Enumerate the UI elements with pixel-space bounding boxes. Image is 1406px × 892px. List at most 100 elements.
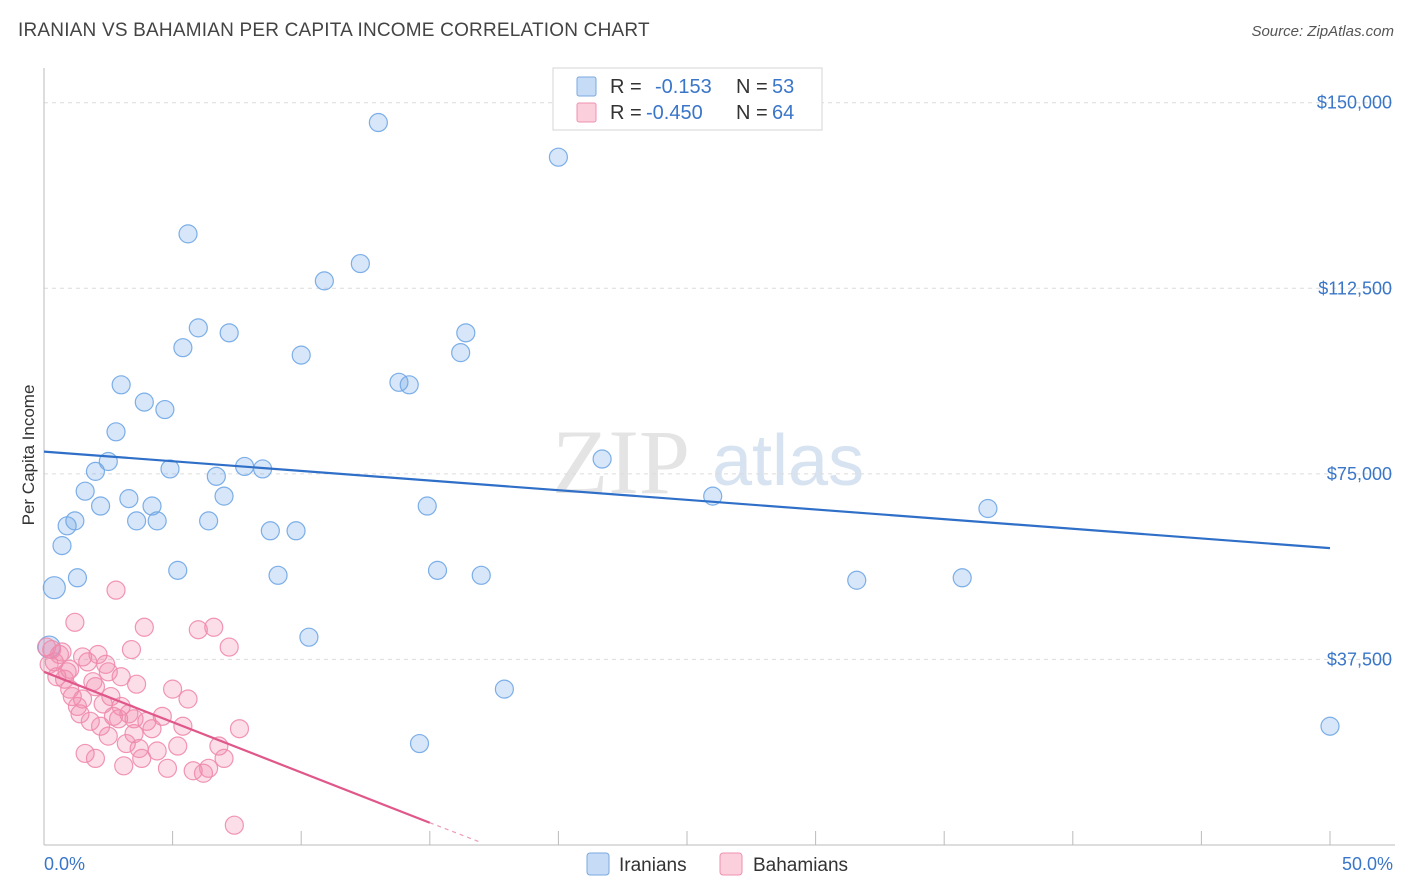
legend-n-label-2: N = xyxy=(736,102,768,124)
iranians-point-44 xyxy=(494,679,514,699)
iranians-point-11 xyxy=(119,489,139,509)
iranians-point-37 xyxy=(399,375,419,395)
legend-swatch-bahamians xyxy=(576,102,597,123)
iranians-point-14 xyxy=(142,496,162,516)
iranians-point-42 xyxy=(456,323,476,343)
legend-r-value-1: -0.153 xyxy=(655,76,712,98)
bahamians-point-6 xyxy=(52,642,72,662)
legend-r-label-2: R = xyxy=(610,102,642,124)
iranians-point-25 xyxy=(219,323,239,343)
bottom-legend-label-iranians: Iranians xyxy=(619,855,687,876)
bahamians-point-5 xyxy=(49,644,70,665)
legend-swatch-iranians xyxy=(576,76,597,97)
iranians-point-16 xyxy=(155,399,175,420)
bahamians-point-33 xyxy=(121,639,142,660)
bahamians-point-27 xyxy=(106,580,126,600)
bahamians-point-35 xyxy=(126,674,147,694)
iranians-point-15 xyxy=(147,511,167,531)
iranians-point-50 xyxy=(978,498,998,519)
bottom-legend-swatch-iranians xyxy=(586,852,610,876)
bahamians-point-19 xyxy=(85,748,106,769)
y-tick-label-0: $37,500 xyxy=(1327,649,1392,669)
iranians-point-12 xyxy=(126,511,147,531)
bahamians-point-47 xyxy=(178,689,198,709)
chart-source: Source: ZipAtlas.com xyxy=(1251,23,1394,40)
legend-r-value-2: -0.450 xyxy=(646,102,703,124)
iranians-point-31 xyxy=(291,345,311,365)
bahamians-point-51 xyxy=(199,758,219,778)
bahamians-point-30 xyxy=(114,756,134,776)
iranians-point-21 xyxy=(188,318,208,338)
bahamians-point-41 xyxy=(147,741,167,761)
bahamians-point-31 xyxy=(116,733,136,754)
iranians-point-24 xyxy=(214,486,234,506)
iranians-point-5 xyxy=(75,481,95,501)
iranians-point-20 xyxy=(178,224,198,244)
iranians-point-28 xyxy=(260,521,280,541)
watermark-atlas: atlas xyxy=(712,421,864,501)
bahamians-point-24 xyxy=(98,726,118,746)
iranians-point-17 xyxy=(160,459,180,479)
bahamians-point-61 xyxy=(98,662,118,682)
bahamians-point-29 xyxy=(111,667,131,687)
iranians-point-3 xyxy=(65,511,85,531)
iranians-trend-line xyxy=(43,450,1331,550)
iranians-point-10 xyxy=(111,375,131,395)
iranians-point-4 xyxy=(67,568,88,588)
bahamians-point-43 xyxy=(157,758,178,778)
iranians-point-6 xyxy=(85,461,106,481)
bahamians-point-38 xyxy=(134,617,154,637)
iranians-point-35 xyxy=(368,112,388,133)
iranians-point-51 xyxy=(1320,716,1340,736)
bahamians-point-37 xyxy=(132,748,152,769)
iranians-point-34 xyxy=(350,253,370,274)
bahamians-point-44 xyxy=(163,679,183,699)
iranians-point-29 xyxy=(268,565,288,585)
legend-n-value-2: 64 xyxy=(772,102,794,124)
iranians-point-39 xyxy=(417,496,437,516)
series-legend: Iranians Bahamians xyxy=(586,852,848,876)
iranians-point-41 xyxy=(451,343,471,363)
bahamians-point-45 xyxy=(168,736,188,756)
iranians-point-46 xyxy=(592,449,612,469)
iranians-point-1 xyxy=(52,536,72,556)
bahamians-point-13 xyxy=(70,704,90,724)
bahamians-point-20 xyxy=(88,644,108,665)
bahamians-point-14 xyxy=(72,689,93,709)
bottom-legend-swatch-bahamians xyxy=(719,852,743,876)
bahamians-point-28 xyxy=(108,709,129,729)
grid-lines xyxy=(44,102,1395,660)
legend-n-value-1: 53 xyxy=(772,76,794,98)
trend-lines xyxy=(43,450,1331,844)
iranians-point-7 xyxy=(90,496,111,516)
iranians-point-32 xyxy=(299,627,319,647)
iranians-point-13 xyxy=(134,392,154,412)
bahamians-point-15 xyxy=(75,743,95,764)
iranians-point-0 xyxy=(42,576,66,600)
iranians-point-9 xyxy=(106,422,126,442)
iranians-point-33 xyxy=(314,271,334,291)
bahamians-point-34 xyxy=(124,724,144,744)
bahamians-point-57 xyxy=(229,719,250,739)
series-bahamians-points xyxy=(36,580,250,835)
iranians-point-19 xyxy=(173,338,193,358)
iranians-point-18 xyxy=(168,560,188,580)
x-tick-labels: 0.0% 50.0% xyxy=(44,854,1393,874)
bahamians-point-21 xyxy=(90,716,111,736)
bahamians-point-26 xyxy=(103,706,124,726)
bahamians-point-11 xyxy=(65,612,85,632)
y-axis-title: Per Capita Income xyxy=(19,385,38,526)
iranians-point-48 xyxy=(847,570,867,590)
iranians-point-22 xyxy=(199,511,219,531)
bahamians-point-55 xyxy=(219,637,239,657)
x-tick-label-1: 50.0% xyxy=(1342,854,1393,874)
iranians-point-30 xyxy=(286,521,306,541)
bahamians-point-56 xyxy=(224,815,244,835)
chart-title: IRANIAN VS BAHAMIAN PER CAPITA INCOME CO… xyxy=(18,20,650,41)
bahamians-point-49 xyxy=(188,620,208,640)
legend-n-label-1: N = xyxy=(736,76,768,98)
bahamians-point-52 xyxy=(204,617,224,637)
iranians-point-43 xyxy=(471,565,491,585)
legend-r-label-1: R = xyxy=(610,76,642,98)
